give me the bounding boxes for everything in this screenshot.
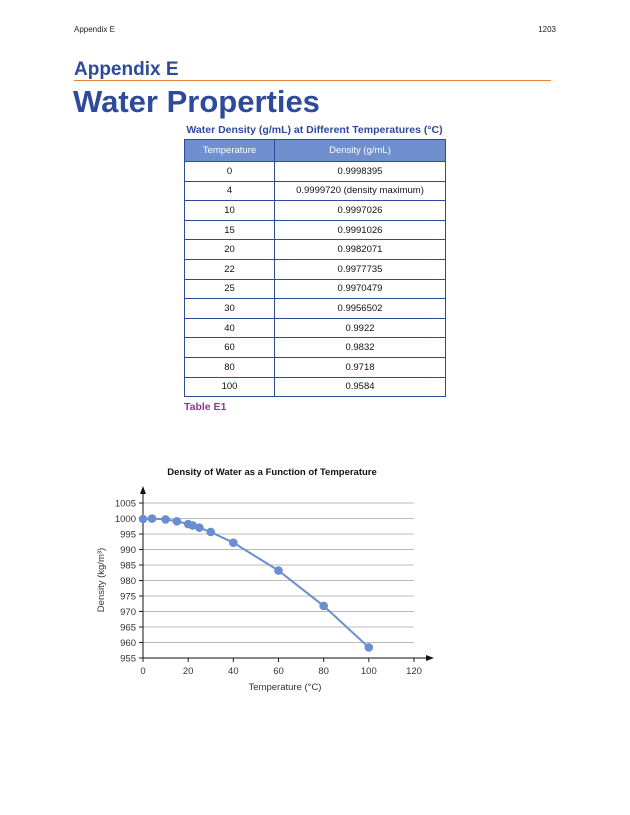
table-row: 25 0.9970479 [184, 278, 446, 300]
y-tick-label: 1000 [115, 514, 136, 525]
table-row: 60 0.9832 [184, 337, 446, 358]
x-tick-label: 40 [228, 666, 239, 677]
x-tick-label: 20 [183, 666, 194, 677]
table-label: Table E1 [184, 401, 227, 413]
page-title: Water Properties [73, 84, 320, 119]
table-row: 22 0.9977735 [184, 258, 446, 280]
data-point [319, 601, 328, 611]
data-point [172, 516, 182, 526]
table-row: 10 0.9997026 [184, 200, 446, 221]
data-point [188, 521, 197, 530]
column-header: Density (g/mL) [274, 139, 446, 162]
data-point [229, 538, 238, 547]
y-axis-arrow [140, 486, 146, 494]
temperature-cell: 100 [184, 376, 275, 398]
y-axis-label: Density (kg/m³) [96, 548, 107, 612]
data-point [206, 527, 216, 537]
table-row: 40 0.9922 [184, 317, 446, 339]
table-row: 100 0.9584 [184, 376, 446, 398]
y-tick-label: 985 [120, 561, 136, 572]
y-tick-label: 980 [120, 576, 136, 587]
appendix-heading: Appendix E [74, 59, 179, 80]
page-number: 1203 [538, 25, 556, 34]
table-row: 4 0.9999720 (density maximum) [184, 180, 446, 202]
data-point [364, 643, 374, 652]
y-tick-label: 1005 [115, 499, 136, 510]
chart-title: Density of Water as a Function of Temper… [167, 467, 377, 478]
x-tick-label: 0 [140, 666, 145, 677]
density-table: Temperature Density (g/mL) 0 0.9998395 4 0.… [184, 139, 446, 398]
y-tick-label: 970 [120, 607, 136, 618]
data-point [274, 566, 283, 575]
x-axis-arrow [426, 655, 434, 661]
data-point [195, 523, 204, 532]
data-point [138, 514, 148, 524]
heading-rule [74, 80, 551, 81]
y-tick-label: 955 [120, 654, 136, 665]
y-tick-label: 990 [120, 545, 136, 556]
x-tick-label: 120 [406, 666, 422, 677]
x-tick-label: 100 [361, 666, 377, 677]
running-header: Appendix E [74, 25, 115, 34]
x-tick-label: 60 [273, 666, 284, 677]
data-point [161, 515, 170, 524]
y-tick-label: 975 [120, 592, 136, 603]
data-point [147, 514, 157, 523]
y-tick-label: 995 [120, 530, 136, 541]
density-cell: 0.9584 [274, 376, 446, 398]
x-tick-label: 80 [318, 666, 329, 677]
table-row: 15 0.9991026 [184, 219, 446, 241]
x-axis-label: Temperature (°C) [249, 682, 322, 693]
column-header: Temperature [184, 139, 275, 162]
y-tick-label: 960 [120, 638, 136, 649]
table-caption: Water Density (g/mL) at Different Temper… [186, 124, 443, 136]
y-tick-label: 965 [120, 623, 136, 634]
table-header-row: Temperature Density (g/mL) [184, 139, 446, 162]
series-line [142, 517, 370, 649]
